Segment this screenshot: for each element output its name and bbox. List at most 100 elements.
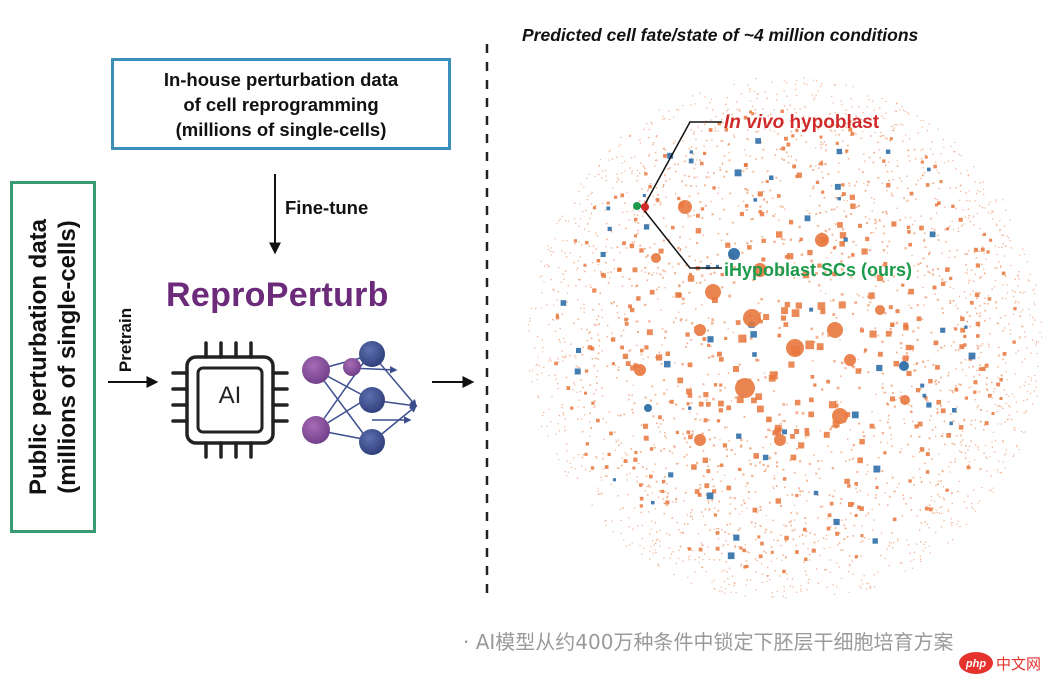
scatter-dot [848,120,852,124]
scatter-dot [746,273,749,276]
scatter-dot [584,452,588,456]
scatter-dot [801,411,805,415]
scatter-dot [594,405,596,408]
scatter-dot [821,460,823,462]
scatter-dot [922,119,924,121]
scatter-dot [733,134,735,136]
scatter-dot [815,165,817,167]
scatter-dot [809,553,811,556]
scatter-dot [815,120,817,122]
scatter-dot [707,373,710,376]
scatter-dot [626,545,628,547]
scatter-dot [645,475,648,478]
scatter-dot [835,197,838,200]
scatter-dot [934,512,936,514]
scatter-dot [761,238,766,243]
scatter-dot [960,190,962,192]
scatter-dot [788,361,795,368]
scatter-dot [852,365,855,369]
scatter-dot [808,280,811,283]
scatter-dot [834,124,836,127]
scatter-dot [845,460,847,462]
scatter-dot [871,210,873,212]
scatter-dot [787,161,790,164]
scatter-dot [654,522,657,524]
scatter-dot [675,292,681,298]
scatter-dot [762,581,764,583]
scatter-dot [960,316,965,322]
scatter-dot [920,560,922,562]
scatter-dot [653,443,655,446]
scatter-dot [906,370,912,377]
scatter-dot [723,155,726,157]
scatter-dot [948,389,951,391]
scatter-dot [883,134,885,137]
scatter-dot [852,535,855,537]
scatter-dot [850,449,853,451]
scatter-dot [751,474,754,478]
scatter-dot [562,403,564,406]
scatter-dot [738,334,747,343]
scatter-dot [685,346,687,348]
scatter-dot [860,587,862,589]
scatter-dot [561,350,563,352]
scatter-dot [919,119,921,121]
scatter-dot [940,506,943,508]
scatter-dot [630,447,633,450]
scatter-dot [828,228,831,231]
scatter-dot [717,509,720,512]
scatter-dot [621,162,623,164]
scatter-dot [826,586,828,588]
scatter-dot [693,133,695,135]
scatter-dot [995,223,997,225]
scatter-dot [979,312,982,315]
scatter-dot [980,409,982,411]
scatter-dot [580,183,582,185]
scatter-dot [592,309,594,311]
scatter-dot [579,256,581,258]
scatter-dot [940,435,943,437]
scatter-dot [762,190,765,193]
scatter-dot [856,293,859,296]
scatter-dot [948,250,951,252]
scatter-dot [840,260,843,263]
scatter-dot [742,170,745,173]
scatter-dot [617,414,619,417]
scatter-dot [815,335,819,339]
scatter-dot [890,322,895,327]
scatter-dot [851,560,853,562]
scatter-dot [727,543,729,546]
scatter-dot [917,263,920,266]
scatter-dot [557,361,559,363]
scatter-dot [891,170,893,173]
scatter-dot [908,113,910,115]
scatter-dot [638,200,641,202]
scatter-dot [633,213,635,216]
scatter-dot [893,542,895,544]
scatter-dot [720,273,724,277]
scatter-dot [708,429,711,432]
scatter-dot [1026,390,1028,392]
scatter-dot [835,134,837,136]
scatter-dot [749,447,752,450]
scatter-dot [815,213,818,216]
scatter-dot [960,327,966,333]
scatter-dot [651,274,653,276]
scatter-dot [816,80,818,82]
scatter-dot [920,177,922,179]
scatter-dot [858,422,861,425]
scatter-dot [771,197,774,200]
scatter-dot [815,180,820,184]
scatter-dot [891,194,894,197]
scatter-dot [844,367,847,370]
scatter-dot [780,271,784,274]
scatter-dot [935,435,937,438]
scatter-dot [952,539,954,541]
scatter-dot [910,435,913,438]
scatter-dot [936,169,938,171]
scatter-dot [936,198,938,201]
scatter-dot [672,296,674,298]
scatter-dot [991,441,993,443]
scatter-dot [694,163,697,165]
scatter-dot [808,462,811,465]
